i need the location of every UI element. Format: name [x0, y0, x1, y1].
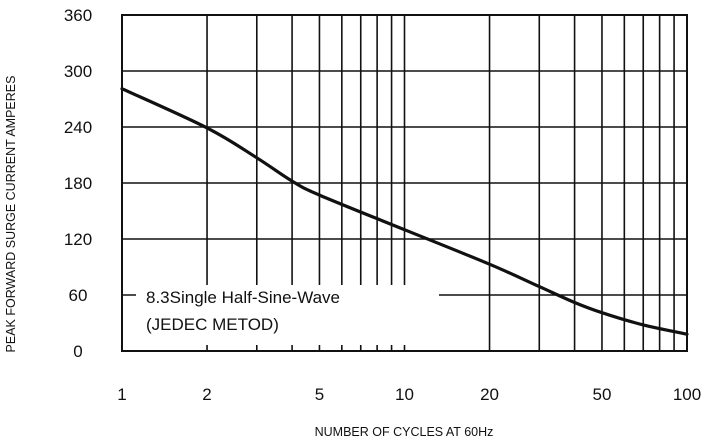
y-tick-label: 60	[69, 286, 88, 305]
x-tick-label: 5	[315, 385, 324, 404]
x-axis-title: NUMBER OF CYCLES AT 60Hz	[315, 425, 494, 439]
y-axis-title: PEAK FORWARD SURGE CURRENT AMPERES	[4, 76, 18, 353]
x-tick-label: 2	[202, 385, 211, 404]
x-tick-label: 10	[395, 385, 414, 404]
surge-curve-line	[120, 87, 689, 336]
y-tick-label: 120	[64, 230, 92, 249]
plot-area	[120, 87, 689, 336]
annotation-background	[136, 285, 439, 345]
y-tick-label: 360	[64, 6, 92, 25]
x-tick-label: 100	[673, 385, 701, 404]
y-tick-labels: 0 60 120 180 240 300 360	[64, 6, 92, 361]
x-tick-label: 50	[592, 385, 611, 404]
y-tick-label: 180	[64, 174, 92, 193]
annotation-box: 8.3Single Half-Sine-Wave (JEDEC METOD)	[136, 285, 439, 345]
y-tick-label: 300	[64, 62, 92, 81]
annotation-line-2: (JEDEC METOD)	[146, 315, 279, 334]
plot-frame	[121, 14, 688, 352]
x-tick-labels: 1 2 5 10 20 50 100	[117, 385, 701, 404]
y-tick-label: 0	[73, 342, 82, 361]
annotation-line-1: 8.3Single Half-Sine-Wave	[146, 288, 340, 307]
x-tick-label: 1	[117, 385, 126, 404]
x-tick-label: 20	[480, 385, 499, 404]
y-tick-label: 240	[64, 118, 92, 137]
